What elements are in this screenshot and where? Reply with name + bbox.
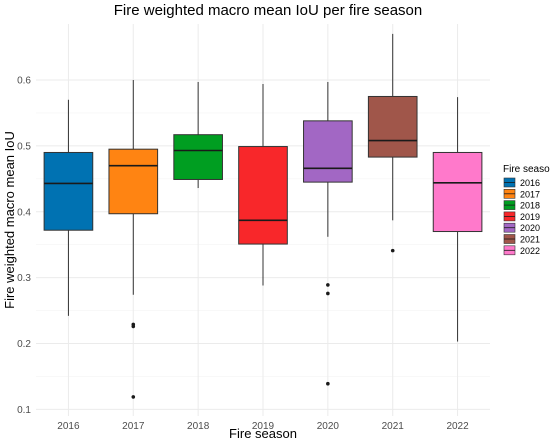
iqr-box — [43, 151, 94, 231]
box-group-2022 — [432, 97, 483, 342]
y-tick-label: 0.1 — [17, 405, 31, 416]
iqr-box — [367, 95, 418, 158]
legend-label: 2018 — [520, 201, 540, 211]
x-tick-label: 2020 — [317, 421, 340, 432]
box-group-2019 — [238, 83, 288, 286]
iqr-box — [173, 134, 223, 180]
legend-item-2020: 2020 — [503, 222, 540, 233]
legend-item-2021: 2021 — [503, 234, 540, 245]
y-axis-title: Fire weighted macro mean IoU — [2, 131, 17, 309]
outlier-point — [131, 395, 136, 399]
box-group-2021 — [367, 33, 418, 253]
y-axis-ticks: 0.1 0.2 0.3 0.4 0.5 0.6 — [17, 76, 31, 416]
box-group-2017 — [108, 80, 159, 399]
x-tick-label: 2021 — [382, 421, 405, 432]
y-tick-label: 0.3 — [17, 273, 31, 284]
x-tick-label: 2022 — [446, 421, 469, 432]
legend-label: 2021 — [520, 235, 540, 245]
y-tick-label: 0.2 — [17, 339, 31, 350]
legend-label: 2019 — [520, 212, 540, 222]
iqr-box — [432, 151, 483, 233]
box-group-2016 — [43, 99, 94, 316]
x-tick-label: 2019 — [252, 421, 275, 432]
legend-item-2016: 2016 — [503, 177, 540, 188]
box-group-2018 — [173, 81, 223, 189]
iqr-box — [303, 120, 353, 183]
x-tick-label: 2017 — [122, 421, 145, 432]
y-tick-label: 0.6 — [17, 76, 31, 87]
boxes — [43, 33, 483, 399]
chart-title: Fire weighted macro mean IoU per fire se… — [114, 2, 422, 19]
x-axis-ticks: 2016 2017 2018 2019 2020 2021 2022 — [57, 421, 469, 432]
legend-title: Fire season — [503, 164, 550, 175]
outlier-point — [131, 324, 136, 329]
outlier-point — [390, 248, 395, 253]
y-tick-label: 0.5 — [17, 141, 31, 152]
x-tick-label: 2018 — [187, 421, 210, 432]
legend-label: 2017 — [520, 189, 540, 199]
iqr-box — [238, 146, 288, 245]
outlier-point — [326, 381, 330, 386]
legend-label: 2020 — [520, 223, 540, 233]
box-group-2020 — [303, 81, 353, 386]
legend-item-2018: 2018 — [503, 200, 540, 211]
legend-label: 2022 — [520, 246, 540, 256]
legend-item-2017: 2017 — [503, 189, 540, 199]
legend-item-2019: 2019 — [503, 211, 540, 222]
x-tick-label: 2016 — [57, 421, 80, 432]
legend-label: 2016 — [520, 178, 540, 188]
iqr-box — [108, 148, 159, 215]
legend-item-2022: 2022 — [503, 245, 540, 256]
outlier-point — [326, 291, 330, 296]
outlier-point — [326, 283, 330, 287]
y-tick-label: 0.4 — [17, 207, 31, 218]
x-axis-title: Fire season — [229, 426, 297, 441]
